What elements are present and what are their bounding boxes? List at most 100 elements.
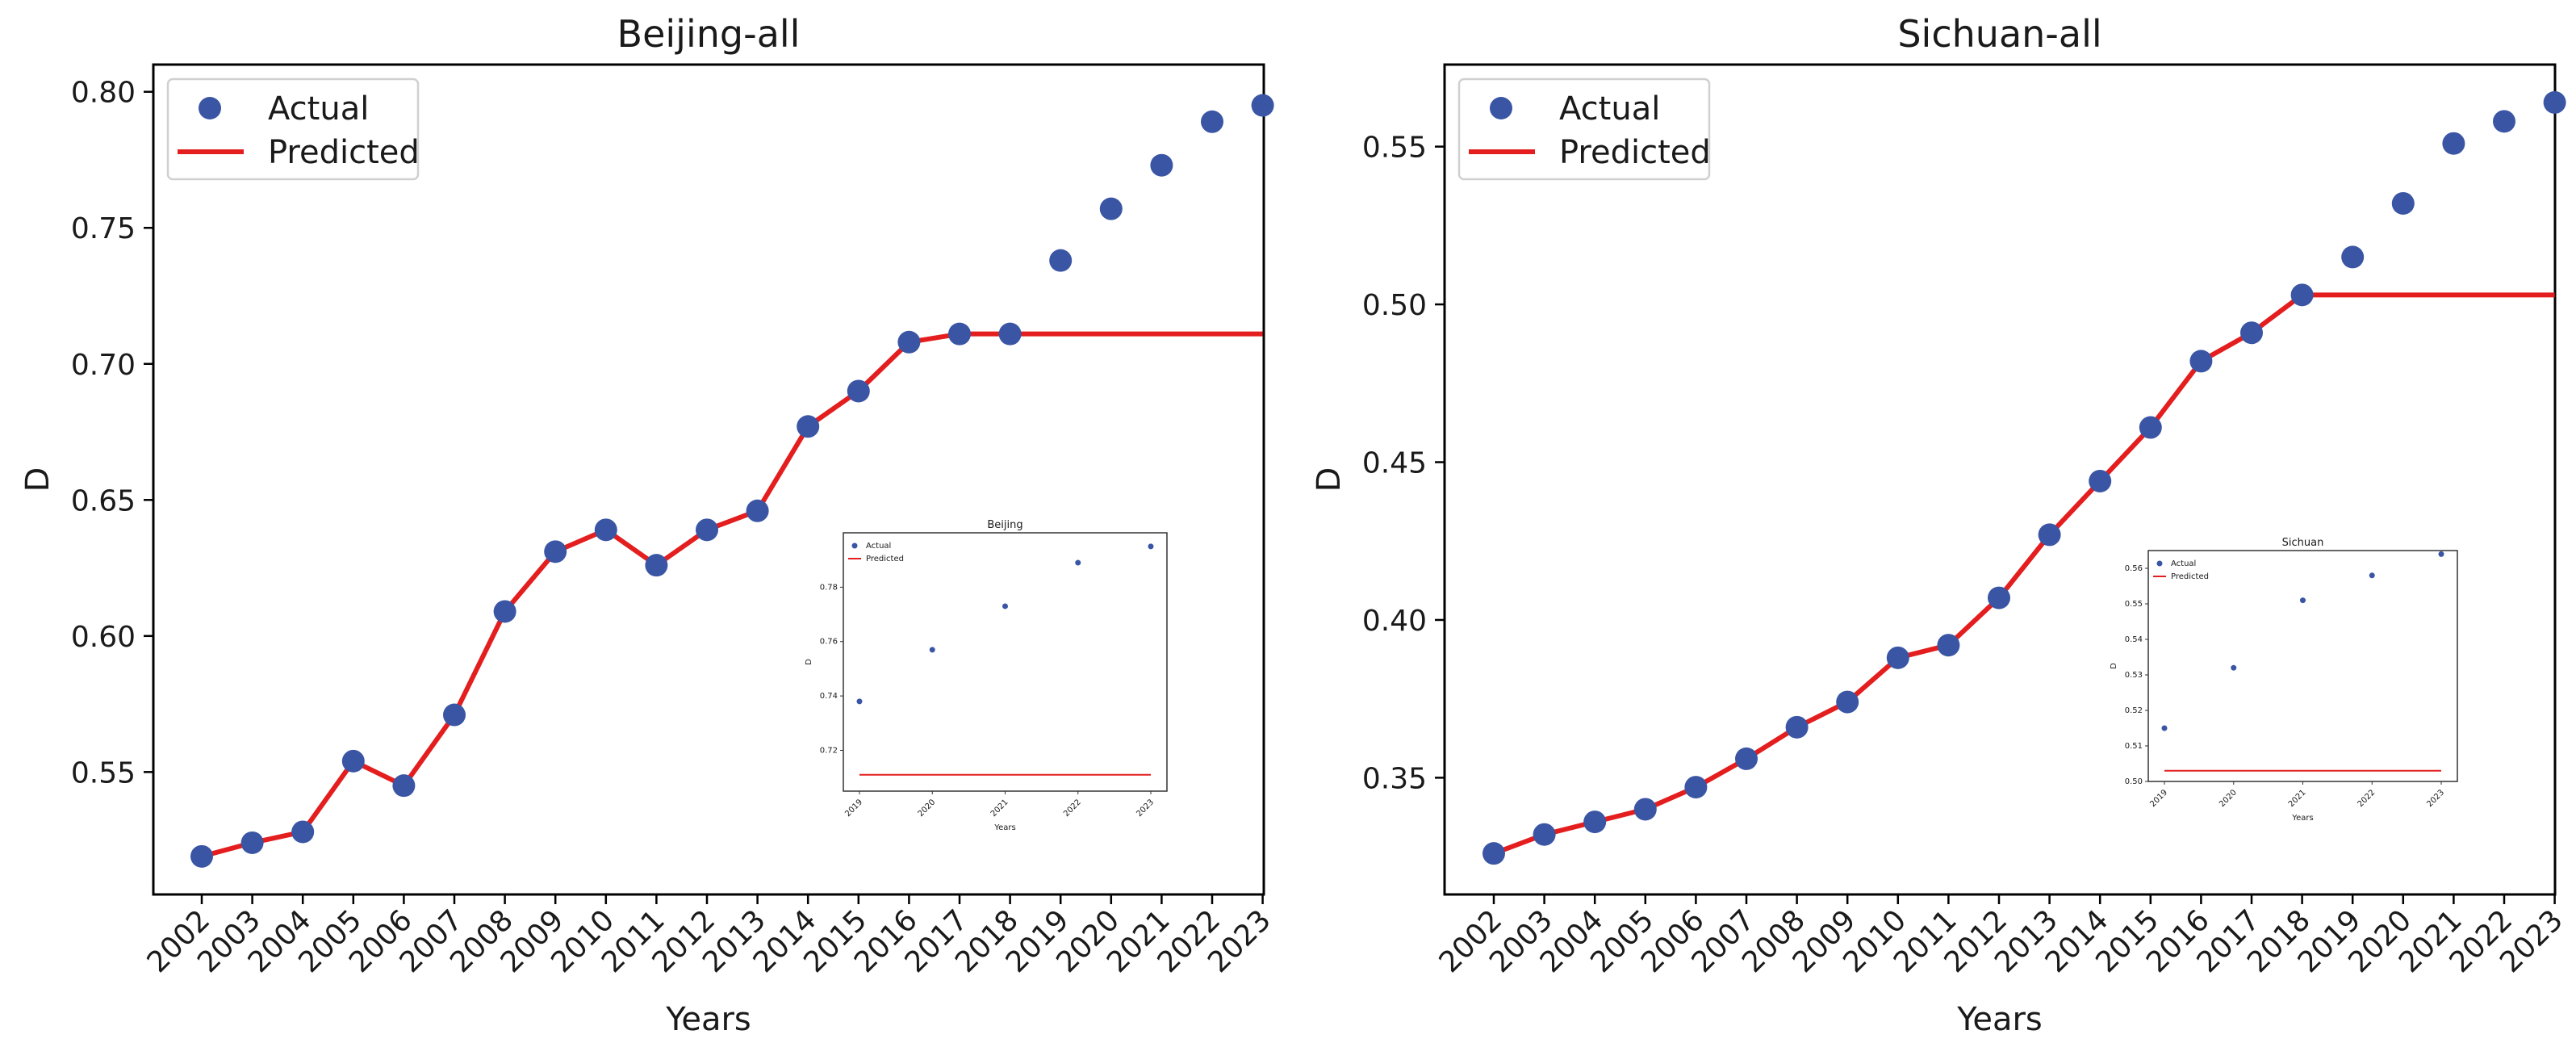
actual-point [645, 554, 668, 577]
inset-actual-point [1002, 603, 1008, 609]
inset-actual-point [2369, 572, 2375, 579]
inset-actual-point [929, 647, 935, 653]
inset-title: Sichuan [2282, 537, 2324, 549]
inset-y-tick-label: 0.72 [820, 746, 838, 755]
actual-point [1049, 249, 1073, 272]
actual-point [797, 415, 820, 438]
axes-frame [152, 63, 1265, 896]
predicted-line [1492, 292, 2555, 856]
y-axis-label: D [19, 467, 56, 492]
actual-point [2038, 523, 2061, 547]
actual-point [544, 540, 567, 563]
inset-y-tick-label: 0.55 [2125, 600, 2143, 609]
inset-x-tick-label: 2023 [2425, 788, 2446, 809]
inset-y-tick-label: 0.56 [2125, 564, 2143, 573]
actual-point [998, 322, 1022, 346]
panel-sichuan: Sichuan-all0.350.400.450.500.55200220032… [1311, 12, 2570, 1038]
inset-frame [843, 532, 1168, 792]
y-tick-label: 0.75 [71, 212, 136, 245]
actual-point [443, 703, 466, 727]
inset-legend-actual-label: Actual [866, 542, 891, 551]
actual-point [2089, 469, 2112, 492]
actual-point [190, 844, 213, 868]
inset-actual-point [1075, 559, 1081, 566]
inset-actual-point [856, 698, 863, 705]
actual-point [2240, 321, 2263, 345]
inset-legend-actual-label: Actual [2171, 559, 2196, 568]
y-tick-label: 0.50 [1362, 289, 1427, 322]
x-axis-label: Years [1956, 1001, 2043, 1038]
y-tick-label: 0.80 [71, 77, 136, 110]
actual-point [341, 749, 365, 773]
y-tick-label: 0.35 [1362, 762, 1427, 795]
actual-point [594, 518, 617, 542]
y-tick-label: 0.70 [71, 349, 136, 382]
inset-y-tick-label: 0.53 [2125, 671, 2143, 680]
actual-point [2290, 283, 2314, 307]
actual-point [1201, 110, 1223, 133]
inset-actual-point [1148, 543, 1154, 550]
inset-legend-predicted-label: Predicted [866, 555, 904, 563]
actual-point [1836, 690, 1859, 714]
inset-y-tick-label: 0.52 [2125, 706, 2143, 715]
inset-x-tick-label: 2020 [2218, 788, 2239, 809]
inset-actual-point [2300, 597, 2306, 604]
actual-point [1150, 153, 1173, 177]
inset-x-tick-label: 2022 [2356, 788, 2377, 809]
panel-beijing: Beijing-all0.550.600.650.700.750.8020022… [19, 12, 1278, 1038]
inset-x-tick-label: 2019 [2148, 788, 2169, 809]
actual-point [1633, 798, 1657, 821]
inset-legend-actual-marker [2156, 560, 2163, 567]
actual-point [897, 330, 921, 354]
actual-point [2139, 416, 2162, 439]
inset-legend-predicted-label: Predicted [2171, 572, 2209, 581]
inset-x-tick-label: 2020 [917, 798, 938, 819]
legend-predicted-label: Predicted [268, 134, 420, 171]
inset-actual-point [2231, 664, 2237, 671]
inset-x-tick-label: 2022 [1062, 798, 1083, 819]
y-tick-label: 0.60 [71, 621, 136, 654]
y-tick-label: 0.40 [1362, 605, 1427, 638]
chart-title: Sichuan-all [1897, 12, 2101, 56]
chart-title: Beijing-all [617, 12, 801, 56]
actual-point [240, 831, 264, 854]
legend-actual-marker [1490, 97, 1512, 119]
y-tick-label: 0.55 [71, 756, 136, 790]
actual-point [1583, 811, 1607, 834]
actual-point [2391, 191, 2415, 215]
actual-point [1735, 747, 1758, 770]
inset-chart: Beijing 0.72 0.74 0.76 0.78 2019 2020 2021 2022 2… [805, 519, 1168, 832]
actual-point [2341, 245, 2365, 269]
actual-point [2189, 350, 2213, 373]
legend-actual-label: Actual [1559, 90, 1660, 128]
inset-actual-point [2438, 551, 2444, 557]
inset-legend-actual-marker [851, 542, 858, 549]
y-tick-label: 0.55 [1362, 132, 1427, 165]
inset-x-tick-label: 2021 [2287, 788, 2308, 809]
inset-x-tick-label: 2023 [1135, 798, 1156, 819]
inset-y-tick-label: 0.50 [2125, 777, 2143, 786]
actual-point [1886, 646, 1909, 669]
legend: Actual Predicted [166, 77, 420, 181]
inset-x-axis-label: Years [2291, 814, 2313, 823]
legend-actual-marker [199, 97, 221, 119]
inset-y-axis-label: D [805, 659, 813, 665]
actual-point [1482, 842, 1505, 865]
inset-x-tick-label: 2021 [989, 798, 1010, 819]
inset-chart: Sichuan 0.50 0.51 0.52 0.53 0.54 0.55 0.56 2019 2… [2110, 537, 2458, 823]
inset-frame [2147, 550, 2458, 782]
legend: Actual Predicted [1457, 77, 1711, 181]
actual-point [696, 518, 718, 542]
legend-predicted-label: Predicted [1559, 134, 1711, 171]
actual-point [746, 499, 769, 522]
inset-y-tick-label: 0.78 [820, 583, 838, 592]
actual-point [493, 600, 516, 623]
y-tick-label: 0.65 [71, 484, 136, 517]
inset-x-axis-label: Years [993, 823, 1015, 832]
inset-y-tick-label: 0.74 [820, 692, 838, 701]
actual-point [1099, 197, 1123, 220]
actual-point [1937, 634, 1960, 657]
inset-y-tick-label: 0.76 [820, 638, 838, 647]
actual-point [1684, 776, 1708, 799]
